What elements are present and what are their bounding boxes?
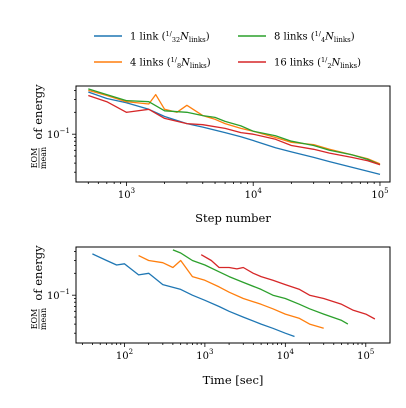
top-series-1-link bbox=[88, 91, 381, 176]
top-x-tick-label: 105 bbox=[371, 187, 388, 201]
bottom-series-4-links bbox=[138, 255, 324, 329]
top-series-16-links bbox=[88, 94, 381, 166]
bottom-plot-frame bbox=[75, 246, 391, 344]
bottom-series-16-links bbox=[200, 254, 376, 320]
bottom-series-8-links bbox=[172, 249, 349, 325]
bottom-panel: 102 103 104 105 10−1 Time [sec] of energy EO… bbox=[30, 245, 391, 387]
bottom-y-axis-label-text: of energy bbox=[31, 245, 45, 301]
top-series-layer bbox=[88, 88, 381, 176]
bottom-x-tick-label: 105 bbox=[357, 348, 374, 362]
legend-entry-1-link: 1 link (1/32Nlinks) bbox=[94, 30, 210, 44]
legend-entry-8-links: 8 links (1/4Nlinks) bbox=[238, 30, 355, 44]
top-panel: 103 104 105 10−1 Step number of energy EOM … bbox=[30, 84, 391, 225]
top-series-8-links bbox=[88, 88, 381, 166]
legend: 1 link (1/32Nlinks) 8 links (1/4Nlinks) 4 … bbox=[94, 30, 361, 70]
bottom-x-tick-label: 104 bbox=[277, 348, 295, 362]
bottom-y-tick-label: 10−1 bbox=[47, 288, 70, 302]
top-y-tick-label: 10−1 bbox=[47, 127, 70, 141]
bottom-x-axis-label: Time [sec] bbox=[203, 373, 264, 387]
top-x-axis-label: Step number bbox=[195, 211, 271, 225]
top-y-axis-label: of energy EOM mean bbox=[30, 84, 48, 169]
top-x-tick-label: 103 bbox=[118, 187, 135, 201]
bottom-y-axis-label: of energy EOM mean bbox=[30, 245, 48, 330]
bottom-series-layer bbox=[92, 249, 376, 338]
bottom-x-tick-label: 103 bbox=[196, 348, 213, 362]
top-y-axis-fraction-den: mean bbox=[39, 147, 48, 169]
top-y-axis-label-text: of energy bbox=[31, 84, 45, 140]
bottom-series-1-link bbox=[92, 253, 295, 338]
top-ticks-layer: 103 104 105 10−1 bbox=[47, 90, 389, 201]
top-x-tick-label: 104 bbox=[245, 187, 263, 201]
bottom-y-axis-fraction-num: EOM bbox=[30, 309, 39, 330]
bottom-y-axis-fraction-den: mean bbox=[39, 308, 48, 330]
top-y-axis-fraction-num: EOM bbox=[30, 148, 39, 169]
legend-label: 8 links (1/4Nlinks) bbox=[274, 30, 355, 44]
legend-label: 4 links (1/8Nlinks) bbox=[130, 56, 211, 70]
bottom-x-tick-label: 102 bbox=[116, 348, 133, 362]
legend-label: 1 link (1/32Nlinks) bbox=[130, 30, 210, 44]
legend-entry-16-links: 16 links (1/2Nlinks) bbox=[238, 56, 361, 70]
legend-entry-4-links: 4 links (1/8Nlinks) bbox=[94, 56, 211, 70]
legend-label: 16 links (1/2Nlinks) bbox=[274, 56, 361, 70]
